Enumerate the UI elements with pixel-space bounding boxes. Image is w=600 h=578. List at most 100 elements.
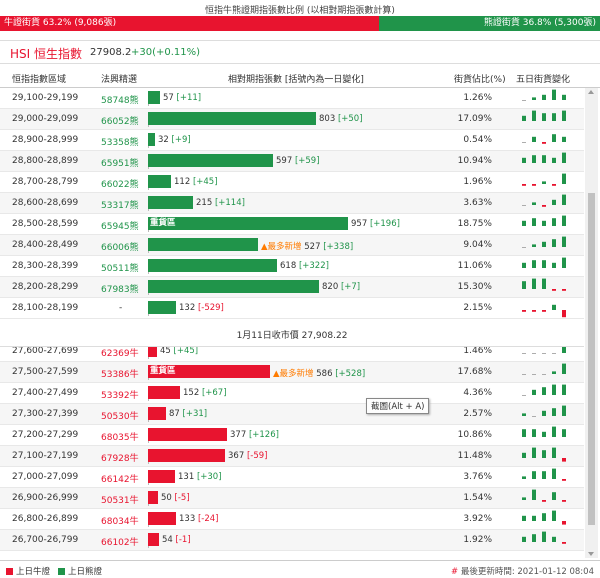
qty-text: 957 [+196] (351, 219, 400, 229)
qty-value: 87 (169, 409, 183, 419)
table-row[interactable]: 27,100-27,199 67928牛 367 [-59] 11.48% (0, 446, 584, 467)
spark-bar (562, 215, 566, 226)
table-row[interactable]: 28,600-28,699 53317熊 215 [+114] 3.63% (0, 193, 584, 214)
table-row[interactable]: 28,500-28,599 65945熊 重貨區 957 [+196] 18.75% (0, 214, 584, 235)
table-row[interactable]: 28,900-28,999 53358熊 32 [+9] 0.54% (0, 130, 584, 151)
spark-bar (522, 476, 526, 479)
table-row[interactable]: 29,100-29,199 58748熊 57 [+11] 1.26% (0, 88, 584, 109)
code-link[interactable]: 66022熊 (101, 180, 139, 190)
five-day-sparkline (522, 384, 566, 396)
spark-bar (532, 310, 536, 312)
code-link[interactable]: 68034牛 (101, 517, 139, 527)
legend-bear-swatch (58, 568, 65, 575)
code-link[interactable]: 53358熊 (101, 138, 139, 148)
spark-bar (532, 260, 536, 268)
spark-bar (562, 152, 566, 163)
code-link[interactable]: 67983熊 (101, 285, 139, 295)
code-link[interactable]: 65951熊 (101, 159, 139, 169)
spark-bar (522, 413, 526, 416)
index-name[interactable]: HSI 恒生指數 (10, 47, 82, 61)
code-link[interactable]: 66102牛 (101, 538, 139, 548)
code-link[interactable]: 50530牛 (101, 412, 139, 422)
qty-text: 133 [-24] (179, 514, 218, 524)
qty-value: 957 (351, 219, 370, 229)
code-link[interactable]: 53317熊 (101, 201, 139, 211)
code-link[interactable]: 68035牛 (101, 433, 139, 443)
header-pct: 街貨佔比(%) (454, 75, 506, 85)
table-row[interactable]: 28,800-28,899 65951熊 597 [+59] 10.94% (0, 151, 584, 172)
code-link[interactable]: 62369牛 (101, 349, 139, 359)
table-row[interactable]: 27,400-27,499 53392牛 152 [+67] 4.36% (0, 383, 584, 404)
share-pct: 9.04% (463, 240, 492, 250)
qty-delta: [-5] (174, 493, 190, 503)
qty-bar (148, 344, 157, 357)
scroll-down-icon[interactable] (588, 552, 594, 556)
code-link[interactable]: 66006熊 (101, 243, 139, 253)
table-row[interactable]: 29,000-29,099 66052熊 803 [+50] 17.09% (0, 109, 584, 130)
qty-bar (148, 133, 155, 146)
qty-delta: [+67] (201, 388, 227, 398)
range-cell: 27,600-27,699 (12, 346, 79, 356)
table-row[interactable]: 28,200-28,299 67983熊 820 [+7] 15.30% (0, 277, 584, 298)
qty-value: 618 (280, 261, 299, 271)
code-link[interactable]: 53386牛 (101, 370, 139, 380)
spark-bar (532, 136, 536, 142)
share-pct: 1.26% (463, 93, 492, 103)
updated-text: 最後更新時間: 2021-01-12 08:04 (460, 567, 594, 577)
spark-bar (552, 289, 556, 291)
spark-bar (562, 289, 566, 291)
code-link[interactable]: 67928牛 (101, 454, 139, 464)
table-row[interactable]: 27,000-27,099 66142牛 131 [+30] 3.76% (0, 467, 584, 488)
share-pct: 17.68% (457, 367, 492, 377)
spark-bar (552, 184, 556, 186)
code-link[interactable]: 66142牛 (101, 475, 139, 485)
table-row[interactable]: 28,400-28,499 66006熊 ▲最多新增 527 [+338] 9.04% (0, 235, 584, 256)
code-link[interactable]: 50511熊 (101, 264, 139, 274)
table-row[interactable]: 28,700-28,799 66022熊 112 [+45] 1.96% (0, 172, 584, 193)
qty-text: 152 [+67] (183, 388, 227, 398)
share-pct: 18.75% (457, 219, 492, 229)
spark-bar (562, 110, 566, 121)
qty-delta: [+59] (294, 156, 320, 166)
scroll-thumb[interactable] (588, 193, 595, 525)
table-row[interactable]: 27,300-27,399 50530牛 87 [+31] 2.57% (0, 404, 584, 425)
range-cell: 26,800-26,899 (12, 514, 79, 524)
spark-bar (562, 363, 566, 374)
table-row[interactable]: 26,800-26,899 68034牛 133 [-24] 3.92% (0, 509, 584, 530)
code-link[interactable]: 58748熊 (101, 96, 139, 106)
table-row[interactable]: 26,900-26,999 50531牛 50 [-5] 1.54% (0, 488, 584, 509)
vertical-scrollbar[interactable] (585, 88, 598, 558)
qty-text: 32 [+9] (158, 135, 191, 145)
scroll-up-icon[interactable] (588, 90, 594, 94)
table-row[interactable]: 28,300-28,399 50511熊 618 [+322] 11.06% (0, 256, 584, 277)
table-row[interactable]: 28,100-28,199 - 132 [-529] 2.15% (0, 298, 584, 319)
spark-bar (532, 155, 536, 163)
spark-bar (532, 97, 536, 100)
table-header: 恒指指數區域 法興精選 相對期指張數 [括號內為一日變化] 街貨佔比(%) 五日… (0, 66, 600, 88)
spark-bar (542, 450, 546, 458)
spark-bar (552, 218, 556, 226)
code-link[interactable]: 65945熊 (101, 222, 139, 232)
spark-bar (552, 304, 556, 310)
code-link[interactable]: 50531牛 (101, 496, 139, 506)
qty-value: 45 (160, 346, 174, 356)
table-row[interactable]: 27,200-27,299 68035牛 377 [+126] 10.86% (0, 425, 584, 446)
qty-bar: 重貨區 (148, 217, 348, 230)
spark-bar (562, 500, 566, 502)
qty-delta: [+126] (248, 430, 279, 440)
code-link[interactable]: 66052熊 (101, 117, 139, 127)
spark-bar (552, 134, 556, 142)
spark-bar (532, 471, 536, 479)
share-pct: 11.06% (457, 261, 492, 271)
share-pct: 17.09% (457, 114, 492, 124)
legend-bear: 上日熊證 (58, 565, 102, 577)
table-row[interactable]: 27,600-27,699 62369牛 45 [+45] 1.46% (0, 341, 584, 362)
qty-value: 54 (162, 535, 176, 545)
qty-bar (148, 533, 159, 546)
qty-delta: [-59] (246, 451, 268, 461)
spark-bar (522, 142, 526, 143)
code-link[interactable]: 53392牛 (101, 391, 139, 401)
table-row[interactable]: 26,700-26,799 66102牛 54 [-1] 1.92% (0, 530, 584, 551)
table-row[interactable]: 27,500-27,599 53386牛 重貨區 ▲最多新增 586 [+528] 17… (0, 362, 584, 383)
spark-bar (522, 262, 526, 268)
